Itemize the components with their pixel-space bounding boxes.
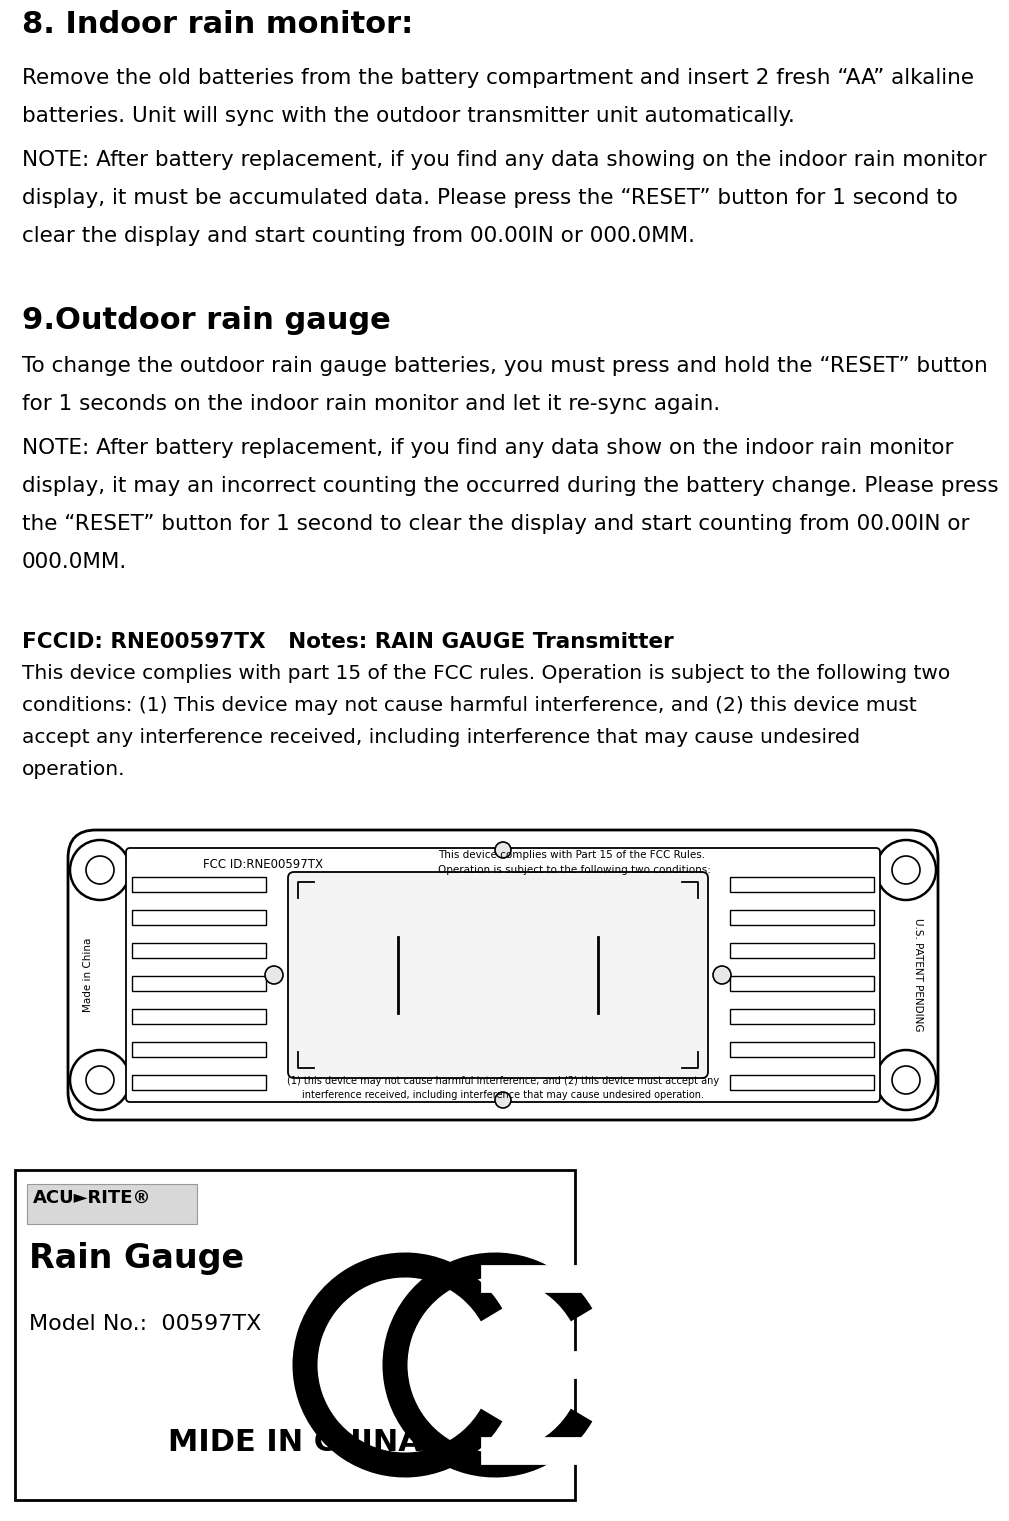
Text: display, it may an incorrect counting the occurred during the battery change. Pl: display, it may an incorrect counting th…	[22, 476, 999, 496]
Bar	[132, 1008, 266, 1024]
Bar	[730, 1008, 874, 1024]
Bar	[27, 1183, 197, 1224]
Circle shape	[876, 1049, 936, 1110]
Text: FCC ID:RNE00597TX: FCC ID:RNE00597TX	[203, 858, 323, 872]
Circle shape	[70, 840, 130, 900]
FancyBboxPatch shape	[288, 872, 708, 1078]
Text: 8. Indoor rain monitor:: 8. Indoor rain monitor:	[22, 11, 414, 40]
Text: NOTE: After battery replacement, if you find any data showing on the indoor rain: NOTE: After battery replacement, if you …	[22, 151, 987, 170]
Text: Model No.:  00597TX: Model No.: 00597TX	[29, 1314, 261, 1334]
Circle shape	[86, 1066, 114, 1094]
Bar	[730, 976, 874, 992]
Bar	[132, 1075, 266, 1091]
Bar	[15, 1170, 575, 1500]
Text: accept any interference received, including interference that may cause undesire: accept any interference received, includ…	[22, 729, 860, 747]
Circle shape	[70, 1049, 130, 1110]
FancyBboxPatch shape	[126, 849, 880, 1103]
Circle shape	[892, 856, 920, 884]
Text: Made in China: Made in China	[83, 938, 93, 1011]
Text: MIDE IN CHINA: MIDE IN CHINA	[169, 1428, 422, 1457]
Text: (1) this device may not cause harmful interference, and (2) this device must acc: (1) this device may not cause harmful in…	[287, 1075, 719, 1086]
Text: batteries. Unit will sync with the outdoor transmitter unit automatically.: batteries. Unit will sync with the outdo…	[22, 106, 795, 126]
Text: Operation is subject to the following two conditions:: Operation is subject to the following tw…	[438, 865, 711, 875]
Circle shape	[265, 966, 283, 984]
Circle shape	[876, 840, 936, 900]
Text: Rain Gauge: Rain Gauge	[29, 1243, 244, 1275]
Bar	[132, 1042, 266, 1057]
FancyBboxPatch shape	[68, 830, 938, 1119]
Bar	[730, 878, 874, 891]
Text: the “RESET” button for 1 second to clear the display and start counting from 00.: the “RESET” button for 1 second to clear…	[22, 514, 970, 534]
Bar	[730, 1075, 874, 1091]
Circle shape	[86, 856, 114, 884]
Circle shape	[495, 843, 511, 858]
Text: To change the outdoor rain gauge batteries, you must press and hold the “RESET” : To change the outdoor rain gauge batteri…	[22, 356, 988, 376]
Text: Remove the old batteries from the battery compartment and insert 2 fresh “AA” al: Remove the old batteries from the batter…	[22, 68, 974, 88]
Text: This device complies with Part 15 of the FCC Rules.: This device complies with Part 15 of the…	[438, 850, 705, 859]
Bar	[132, 943, 266, 958]
Text: display, it must be accumulated data. Please press the “RESET” button for 1 seco: display, it must be accumulated data. Pl…	[22, 189, 958, 208]
Text: 000.0MM.: 000.0MM.	[22, 552, 127, 572]
Text: FCCID: RNE00597TX   Notes: RAIN GAUGE Transmitter: FCCID: RNE00597TX Notes: RAIN GAUGE Tran…	[22, 633, 674, 653]
Bar	[730, 1042, 874, 1057]
Text: 9.Outdoor rain gauge: 9.Outdoor rain gauge	[22, 306, 390, 335]
Circle shape	[713, 966, 731, 984]
Bar	[730, 910, 874, 925]
Circle shape	[495, 1092, 511, 1107]
Circle shape	[892, 1066, 920, 1094]
Bar	[132, 910, 266, 925]
Bar	[730, 943, 874, 958]
Text: for 1 seconds on the indoor rain monitor and let it re-sync again.: for 1 seconds on the indoor rain monitor…	[22, 394, 720, 414]
Text: U.S. PATENT PENDING: U.S. PATENT PENDING	[913, 919, 923, 1031]
Text: conditions: (1) This device may not cause harmful interference, and (2) this dev: conditions: (1) This device may not caus…	[22, 697, 917, 715]
Bar	[132, 976, 266, 992]
Bar	[132, 878, 266, 891]
Text: operation.: operation.	[22, 760, 125, 779]
Text: This device complies with part 15 of the FCC rules. Operation is subject to the : This device complies with part 15 of the…	[22, 665, 950, 683]
Text: ACU►RITE®: ACU►RITE®	[33, 1189, 151, 1208]
Text: NOTE: After battery replacement, if you find any data show on the indoor rain mo: NOTE: After battery replacement, if you …	[22, 438, 954, 458]
Text: clear the display and start counting from 00.00IN or 000.0MM.: clear the display and start counting fro…	[22, 227, 695, 246]
Text: interference received, including interference that may cause undesired operation: interference received, including interfe…	[302, 1091, 704, 1100]
